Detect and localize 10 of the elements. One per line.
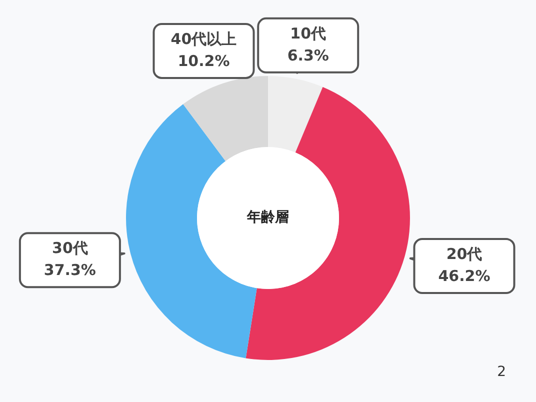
data-label: 46.2% (438, 266, 490, 285)
slice-label: 30代 (52, 239, 88, 258)
text: 2 (497, 364, 506, 380)
slice-label: 20代 (446, 244, 482, 263)
slice-label: 10代 (290, 24, 326, 42)
slice-label: 40代以上 (170, 30, 237, 48)
data-label: 37.3% (44, 261, 96, 280)
data-label: 6.3% (287, 46, 329, 64)
data-label: 10.2% (178, 52, 230, 70)
text: 年齢層 (246, 210, 289, 226)
